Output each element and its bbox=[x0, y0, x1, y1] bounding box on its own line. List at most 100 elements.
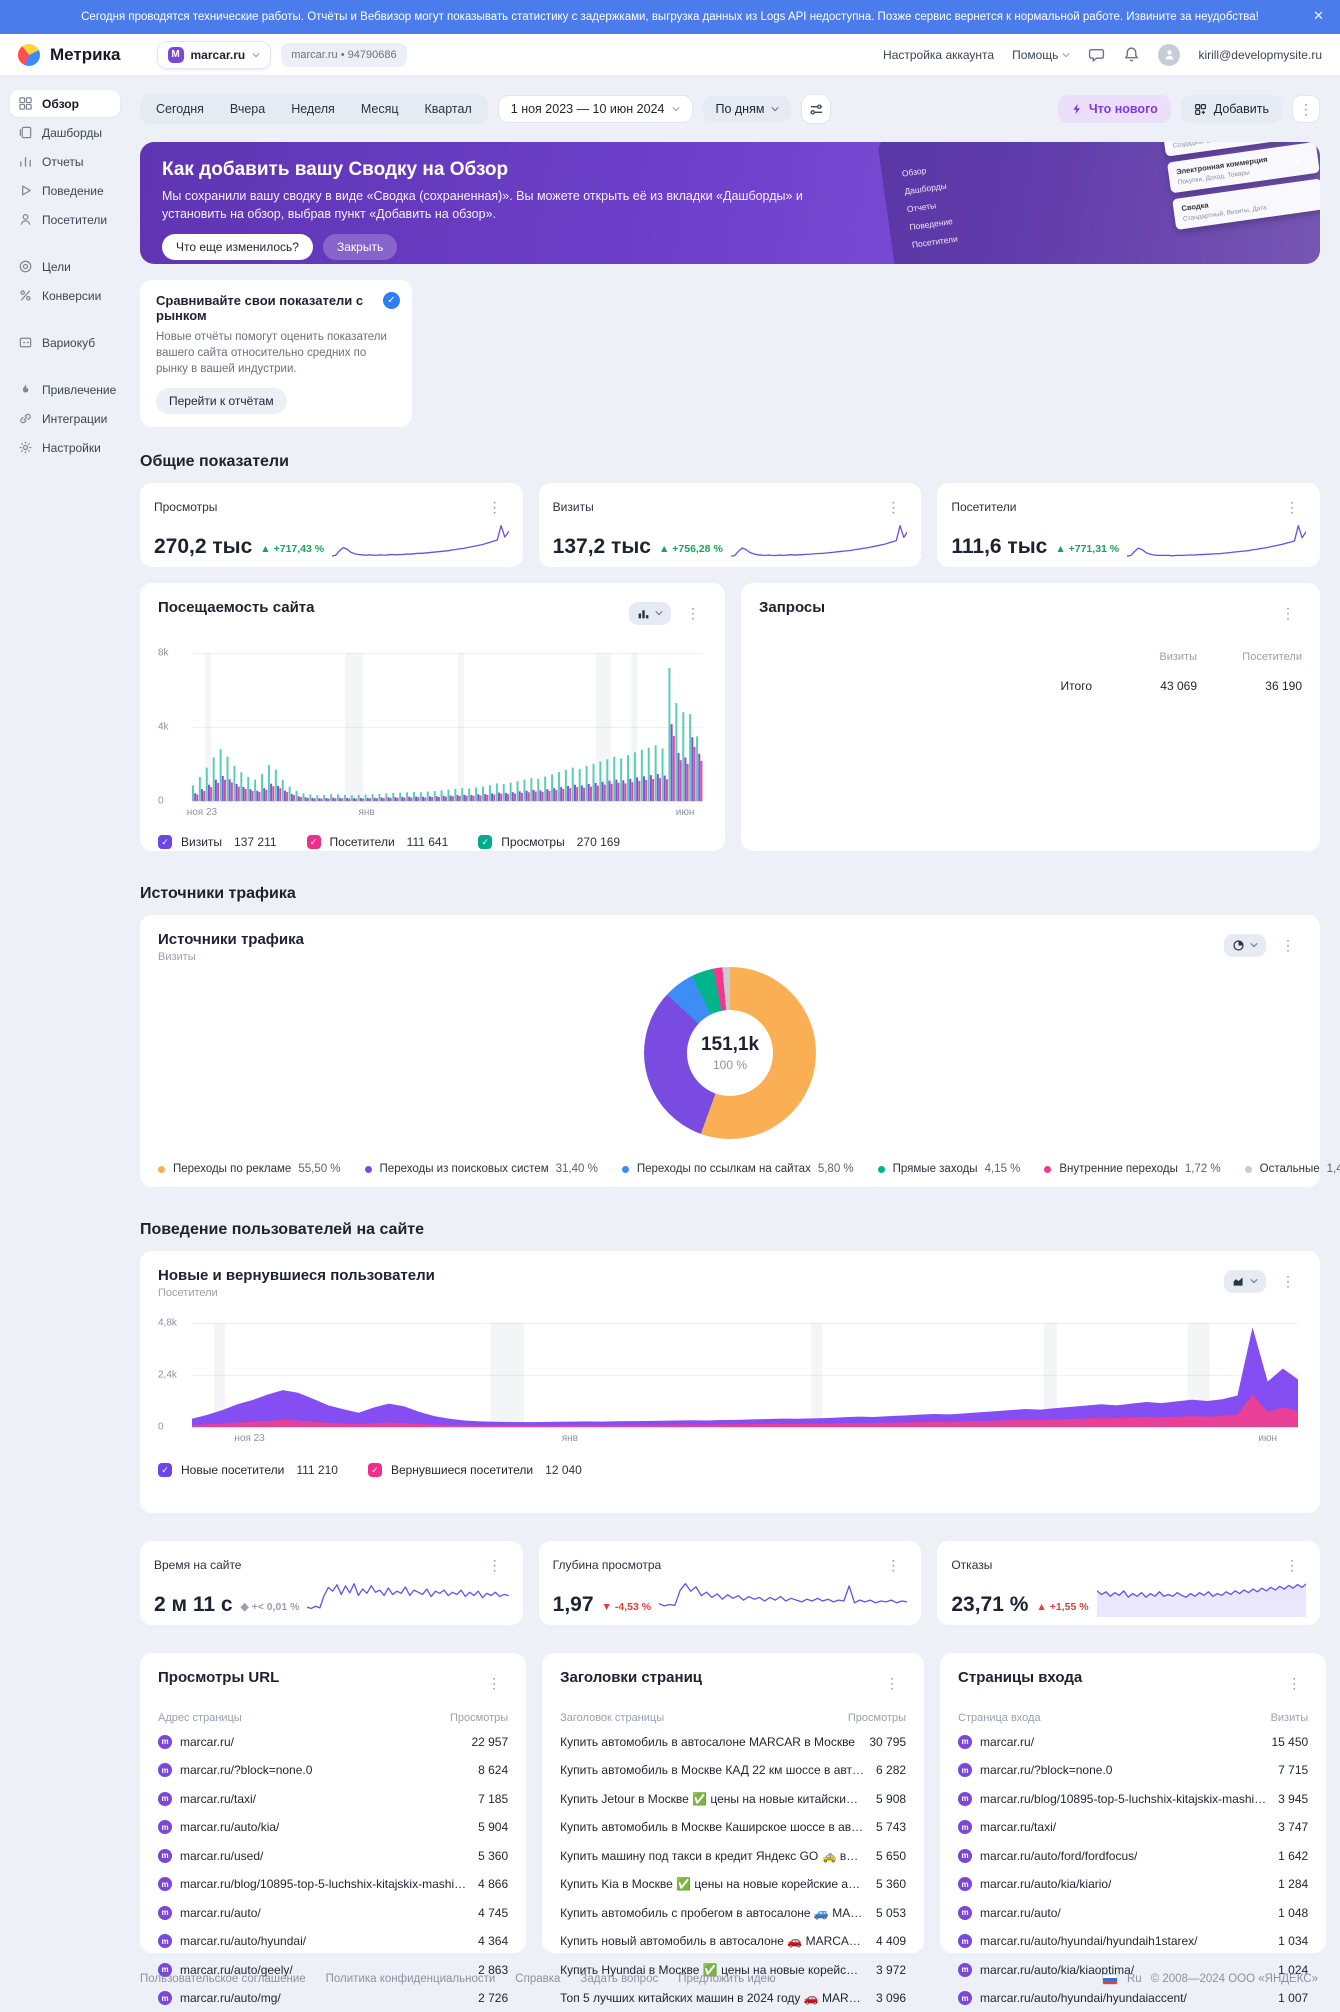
table-row[interactable]: m marcar.ru/auto/hyundai/hyundaih1starex/… bbox=[958, 1927, 1308, 1956]
table-row[interactable]: m marcar.ru/auto/hyundai/4 364 bbox=[158, 1927, 508, 1956]
sidebar-item-visitors[interactable]: Посетители bbox=[10, 206, 120, 233]
user-email[interactable]: kirill@developmysite.ru bbox=[1198, 47, 1322, 62]
table-row[interactable]: m marcar.ru/?block=none.0 7 715 bbox=[958, 1756, 1308, 1785]
help-menu[interactable]: Помощь bbox=[1012, 48, 1071, 62]
granularity-select[interactable]: По дням bbox=[703, 96, 792, 122]
date-preset-0[interactable]: Сегодня bbox=[143, 97, 217, 121]
chart-type-select[interactable] bbox=[1224, 1269, 1266, 1293]
legend-checkbox[interactable]: ✓ bbox=[306, 835, 321, 850]
metric-card-kebab-menu[interactable]: ⋮ bbox=[1285, 498, 1300, 515]
promo-more-button[interactable]: Что еще изменилось? bbox=[162, 234, 313, 261]
table-row[interactable]: Купить автомобиль в Москве Каширское шос… bbox=[560, 1813, 906, 1842]
sidebar-item-variocube[interactable]: Вариокуб bbox=[10, 329, 120, 356]
segments-filter-button[interactable] bbox=[801, 94, 832, 124]
table-row[interactable]: m marcar.ru/?block=none.0 8 624 bbox=[158, 1756, 508, 1785]
legend-item-3[interactable]: Прямые заходы 4,15 % bbox=[877, 1163, 1020, 1175]
legend-item-1[interactable]: ✓ Посетители 111 641 bbox=[306, 835, 448, 850]
whats-new-button[interactable]: Что нового bbox=[1057, 95, 1171, 123]
metric-card-kebab-menu[interactable]: ⋮ bbox=[886, 1556, 901, 1573]
filterbar-kebab-menu[interactable]: ⋮ bbox=[1292, 95, 1320, 123]
go-to-reports-button[interactable]: Перейти к отчётам bbox=[156, 388, 287, 415]
footer-link-0[interactable]: Пользовательское соглашение bbox=[140, 1973, 306, 1986]
traffic-sources-donut[interactable]: 151,1k 100 % bbox=[644, 967, 816, 1140]
date-preset-3[interactable]: Месяц bbox=[348, 97, 412, 121]
queries-kebab-menu[interactable]: ⋮ bbox=[1281, 604, 1295, 621]
table-row[interactable]: m marcar.ru/auto/kia/kiario/1 284 bbox=[958, 1870, 1308, 1899]
legend-item-2[interactable]: ✓ Просмотры 270 169 bbox=[478, 835, 620, 850]
table-card-kebab-menu[interactable]: ⋮ bbox=[885, 1674, 900, 1691]
legend-item-5[interactable]: Остальные 1,43 % bbox=[1244, 1163, 1340, 1175]
legend-checkbox[interactable]: ✓ bbox=[158, 835, 172, 850]
table-row[interactable]: m marcar.ru/auto/kia/5 904 bbox=[158, 1813, 508, 1842]
legend-item-0[interactable]: Переходы по рекламе 55,50 % bbox=[158, 1163, 341, 1175]
chart-type-select[interactable] bbox=[629, 601, 671, 625]
app-title[interactable]: Метрика bbox=[50, 44, 121, 64]
sidebar-item-reports[interactable]: Отчеты bbox=[10, 148, 120, 175]
promo-close-button[interactable]: Закрыть bbox=[322, 234, 398, 261]
table-row[interactable]: Купить автомобиль с пробегом в автосалон… bbox=[560, 1898, 906, 1927]
table-card-kebab-menu[interactable]: ⋮ bbox=[1287, 1674, 1302, 1691]
footer-link-3[interactable]: Задать вопрос bbox=[580, 1973, 659, 1986]
table-row[interactable]: Купить Jetour в Москве ✅ цены на новые к… bbox=[560, 1784, 906, 1813]
table-row[interactable]: m marcar.ru/blog/10895-top-5-luchshix-kit… bbox=[158, 1870, 508, 1899]
site-traffic-kebab-menu[interactable]: ⋮ bbox=[686, 604, 700, 621]
table-row[interactable]: m marcar.ru/auto/1 048 bbox=[958, 1898, 1308, 1927]
metric-card-kebab-menu[interactable]: ⋮ bbox=[487, 1556, 502, 1573]
bell-icon[interactable] bbox=[1123, 46, 1140, 63]
table-row[interactable]: m marcar.ru/auto/mg/2 726 bbox=[158, 1984, 508, 2012]
users-chart-kebab-menu[interactable]: ⋮ bbox=[1281, 1272, 1295, 1289]
metric-card-kebab-menu[interactable]: ⋮ bbox=[487, 498, 502, 515]
chart-type-select[interactable] bbox=[1224, 933, 1266, 957]
promo-close-icon[interactable]: ✕ bbox=[1292, 154, 1304, 170]
banner-close-icon[interactable]: ✕ bbox=[1313, 8, 1324, 23]
legend-item-4[interactable]: Внутренние переходы 1,72 % bbox=[1044, 1163, 1221, 1175]
sidebar-item-integrations[interactable]: Интеграции bbox=[10, 405, 120, 432]
table-row[interactable]: m marcar.ru/auto/ford/fordfocus/1 642 bbox=[958, 1841, 1308, 1870]
footer-link-4[interactable]: Предложить идею bbox=[678, 1973, 776, 1986]
table-row[interactable]: m marcar.ru/15 450 bbox=[958, 1727, 1308, 1756]
sidebar-item-overview[interactable]: Обзор bbox=[10, 90, 120, 117]
legend-item-1[interactable]: Переходы из поисковых систем 31,40 % bbox=[364, 1163, 598, 1175]
counter-selector[interactable]: M marcar.ru bbox=[156, 40, 272, 69]
footer-link-1[interactable]: Политика конфиденциальности bbox=[325, 1973, 496, 1986]
table-row[interactable]: Купить новый автомобиль в автосалоне 🚗 M… bbox=[560, 1927, 906, 1956]
legend-checkbox[interactable]: ✓ bbox=[367, 1463, 382, 1478]
date-preset-4[interactable]: Квартал bbox=[412, 97, 485, 121]
table-row[interactable]: Купить автомобиль в автосалоне MARCAR в … bbox=[560, 1727, 906, 1756]
date-range-select[interactable]: 1 ноя 2023 — 10 июн 2024 bbox=[497, 95, 694, 123]
table-row[interactable]: m marcar.ru/auto/4 745 bbox=[158, 1898, 508, 1927]
chat-icon[interactable] bbox=[1088, 46, 1105, 63]
legend-item-0[interactable]: ✓ Новые посетители 111 210 bbox=[158, 1463, 338, 1478]
table-row[interactable]: Купить машину под такси в кредит Яндекс … bbox=[560, 1841, 906, 1870]
table-row[interactable]: Купить автомобиль в Москве КАД 22 км шос… bbox=[560, 1756, 906, 1785]
sidebar-item-goals[interactable]: Цели bbox=[10, 253, 120, 280]
date-preset-2[interactable]: Неделя bbox=[278, 97, 348, 121]
sidebar-item-conversions[interactable]: Конверсии bbox=[10, 282, 120, 309]
table-row[interactable]: m marcar.ru/22 957 bbox=[158, 1727, 508, 1756]
table-row[interactable]: Купить Kia в Москве ✅ цены на новые коре… bbox=[560, 1870, 906, 1899]
legend-checkbox[interactable]: ✓ bbox=[478, 835, 493, 850]
legend-item-2[interactable]: Переходы по ссылкам на сайтах 5,80 % bbox=[621, 1163, 854, 1175]
add-widget-button[interactable]: Добавить bbox=[1180, 95, 1282, 123]
table-row[interactable]: Топ 5 лучших китайских машин в 2024 году… bbox=[560, 1984, 906, 2012]
footer-link-2[interactable]: Справка bbox=[515, 1973, 561, 1986]
metric-card-kebab-menu[interactable]: ⋮ bbox=[886, 498, 901, 515]
legend-item-1[interactable]: ✓ Вернувшиеся посетители 12 040 bbox=[367, 1463, 582, 1478]
legend-checkbox[interactable]: ✓ bbox=[158, 1463, 172, 1478]
sidebar-item-dashboards[interactable]: Дашборды bbox=[10, 119, 120, 146]
table-card-kebab-menu[interactable]: ⋮ bbox=[487, 1674, 502, 1691]
table-row[interactable]: m marcar.ru/auto/hyundai/hyundaiaccent/1 … bbox=[958, 1984, 1308, 2012]
table-row[interactable]: m marcar.ru/taxi/3 747 bbox=[958, 1813, 1308, 1842]
table-row[interactable]: m marcar.ru/used/5 360 bbox=[158, 1841, 508, 1870]
traffic-sources-kebab-menu[interactable]: ⋮ bbox=[1281, 936, 1295, 953]
metric-card-kebab-menu[interactable]: ⋮ bbox=[1285, 1556, 1300, 1573]
metrika-logo-icon[interactable] bbox=[18, 43, 40, 66]
account-settings-link[interactable]: Настройка аккаунта bbox=[883, 47, 995, 62]
table-row[interactable]: m marcar.ru/taxi/7 185 bbox=[158, 1784, 508, 1813]
sidebar-item-settings[interactable]: Настройки bbox=[10, 434, 120, 461]
date-preset-1[interactable]: Вчера bbox=[217, 97, 278, 121]
footer-lang[interactable]: Ru bbox=[1127, 1973, 1142, 1986]
table-row[interactable]: m marcar.ru/blog/10895-top-5-luchshix-kit… bbox=[958, 1784, 1308, 1813]
avatar[interactable] bbox=[1158, 43, 1181, 66]
sidebar-item-behavior[interactable]: Поведение bbox=[10, 177, 120, 204]
